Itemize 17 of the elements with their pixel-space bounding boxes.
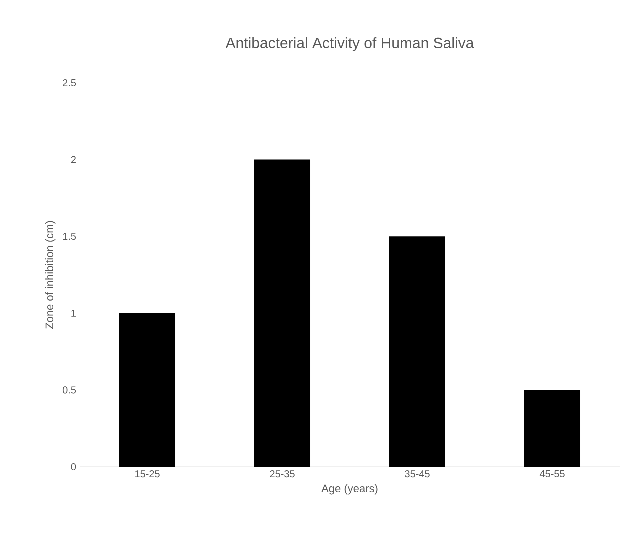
y-tick-label: 1 [72,310,76,317]
x-axis-title: Age (years) [322,484,378,495]
x-tick-label: 45-55 [540,470,565,478]
chart-title: Antibacterial Activity of Human Saliva [226,37,474,52]
bar [120,313,176,467]
bar [390,236,446,467]
x-tick-label: 35-45 [405,470,430,478]
y-tick-label: 1.5 [63,233,76,240]
x-tick-label: 15-25 [135,470,160,478]
y-tick-label: 2 [71,156,76,164]
y-tick-label: 2.5 [63,79,76,87]
x-tick-label: 25-35 [270,470,295,478]
y-tick-label: 0 [71,463,76,471]
bar [524,390,581,467]
y-tick-label: 0.5 [62,386,76,394]
y-axis-title: Zone of inhibition (cm) [45,221,56,330]
bar [254,160,311,467]
